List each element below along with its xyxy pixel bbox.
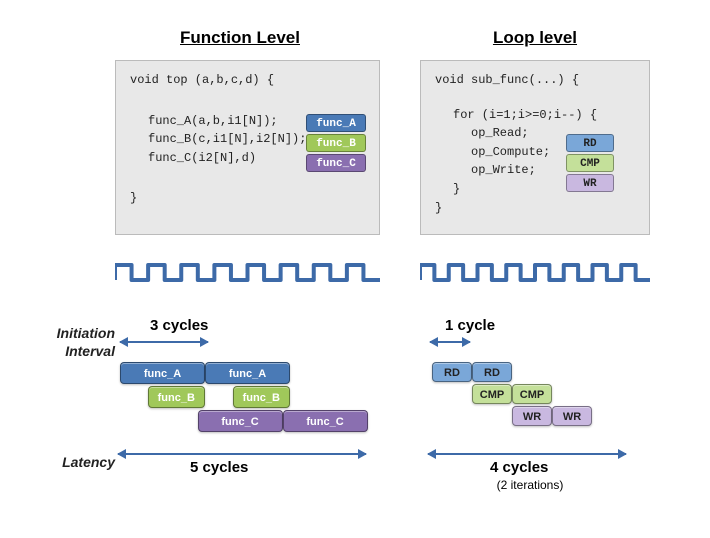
label-initiation: Initiation xyxy=(40,325,115,341)
pipe-func_a: func_A xyxy=(205,362,290,384)
pipe-func_c: func_C xyxy=(198,410,283,432)
codebox-function: void top (a,b,c,d) { func_A(a,b,i1[N]); … xyxy=(115,60,380,235)
chip-func-b: func_B xyxy=(306,134,366,152)
chip-func-a: func_A xyxy=(306,114,366,132)
chip-func-c: func_C xyxy=(306,154,366,172)
label-latency: Latency xyxy=(40,454,115,470)
pipe-func_a: func_A xyxy=(120,362,205,384)
code-line: } xyxy=(435,199,635,218)
code-line: } xyxy=(130,189,365,208)
clock-left xyxy=(115,262,380,284)
pipe-cmp: CMP xyxy=(472,384,512,404)
arrow-right-ii xyxy=(430,341,470,343)
label-right-4cycles: 4 cycles xyxy=(490,459,548,476)
pipe-wr: WR xyxy=(552,406,592,426)
fn-chip-stack: func_A func_B func_C xyxy=(306,114,366,172)
chip-wr: WR xyxy=(566,174,614,192)
label-right-1cycle: 1 cycle xyxy=(445,317,495,334)
code-line: for (i=1;i>=0;i--) { xyxy=(435,106,635,125)
label-left-3cycles: 3 cycles xyxy=(150,317,208,334)
chip-rd: RD xyxy=(566,134,614,152)
pipe-rd: RD xyxy=(432,362,472,382)
label-left-5cycles: 5 cycles xyxy=(190,459,248,476)
label-right-iterations: (2 iterations) xyxy=(480,478,580,492)
arrow-left-ii xyxy=(120,341,208,343)
pipe-wr: WR xyxy=(512,406,552,426)
pipe-cmp: CMP xyxy=(512,384,552,404)
clock-right xyxy=(420,262,650,284)
pipe-func_b: func_B xyxy=(233,386,291,408)
label-interval: Interval xyxy=(40,343,115,359)
code-line: void sub_func(...) { xyxy=(435,71,635,90)
chip-cmp: CMP xyxy=(566,154,614,172)
code-line: void top (a,b,c,d) { xyxy=(130,71,365,90)
pipe-func_b: func_B xyxy=(148,386,206,408)
op-chip-stack: RD CMP WR xyxy=(566,134,614,192)
pipe-func_c: func_C xyxy=(283,410,368,432)
pipe-rd: RD xyxy=(472,362,512,382)
title-function-level: Function Level xyxy=(160,28,320,48)
title-loop-level: Loop level xyxy=(465,28,605,48)
codebox-loop: void sub_func(...) { for (i=1;i>=0;i--) … xyxy=(420,60,650,235)
arrow-left-latency xyxy=(118,453,366,455)
arrow-right-latency xyxy=(428,453,626,455)
